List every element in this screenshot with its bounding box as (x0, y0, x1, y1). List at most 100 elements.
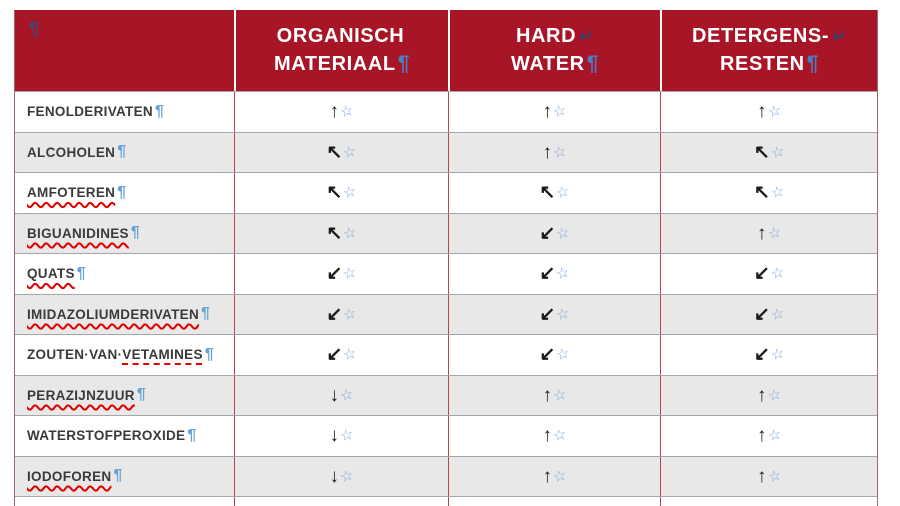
row-label-cell[interactable]: BIGUANIDINES ¶ (15, 214, 234, 254)
cell-organisch-materiaal[interactable]: ↖ ☆ (234, 173, 448, 213)
arrow-icon: ↖ (753, 141, 770, 163)
star-icon: ☆ (765, 425, 783, 446)
cell-organisch-materiaal[interactable]: ↓☆ (234, 497, 448, 506)
linebreak-icon: ↵ (579, 27, 595, 46)
row-label-cell[interactable]: FENOLDERIVATEN ¶ (15, 92, 234, 132)
row-label-cell[interactable]: AMFOTEREN ¶ (15, 173, 234, 213)
star-icon: ☆ (554, 263, 572, 284)
star-icon: ☆ (768, 263, 787, 284)
header-corner-cell[interactable]: ¶ (15, 10, 234, 91)
star-icon: ☆ (765, 466, 783, 487)
table-header-row: ¶ ORGANISCH MATERIAAL¶ HARD ↵ WATER¶ DETE… (15, 10, 877, 91)
table-body: FENOLDERIVATEN ¶ ↑ ☆ ↑ ☆ ↑ ☆ ALCOHOLEN ¶ ↖ ☆ ↑… (15, 91, 877, 506)
header-text: HARD (515, 25, 577, 47)
table-row-partial: ↓☆ ↑☆ ↑☆ (15, 496, 877, 506)
cell-hard-water[interactable]: ↑☆ (448, 92, 660, 132)
column-header-hard-water[interactable]: HARD ↵ WATER¶ (448, 10, 660, 91)
star-icon: ☆ (551, 385, 569, 406)
cell-organisch-materiaal[interactable]: ↖ ☆ (234, 132, 448, 172)
cell-hard-water[interactable]: ↙ ☆ (448, 335, 660, 375)
star-icon: ☆ (551, 101, 569, 122)
cell-detergens-resten[interactable]: ↑☆ (660, 497, 877, 506)
star-icon: ☆ (765, 101, 783, 122)
cell-organisch-materiaal[interactable]: ↓☆ (234, 375, 448, 415)
table-row-alcoholen: ALCOHOLEN ¶ ↖ ☆ ↑ ☆ ↖ ☆ (15, 131, 877, 173)
arrow-icon: ↙ (753, 344, 770, 366)
arrow-icon: ↖ (539, 182, 556, 204)
pilcrow-icon: ¶ (136, 386, 147, 404)
cell-hard-water[interactable]: ↑☆ (448, 497, 660, 506)
arrow-icon: ↓ (329, 425, 340, 447)
cell-detergens-resten[interactable]: ↖ ☆ (660, 173, 877, 213)
row-label-misspelled: BIGUANIDINES (27, 225, 129, 241)
star-icon: ☆ (338, 425, 356, 446)
cell-detergens-resten[interactable]: ↑☆ (660, 416, 877, 456)
cell-detergens-resten[interactable]: ↙ ☆ (660, 294, 877, 334)
column-header-organisch-materiaal[interactable]: ORGANISCH MATERIAAL¶ (234, 10, 448, 91)
pilcrow-icon: ¶ (29, 19, 41, 40)
cell-detergens-resten[interactable]: ↙ ☆ (660, 335, 877, 375)
arrow-icon: ↖ (326, 182, 343, 204)
cell-hard-water[interactable]: ↙ ☆ (448, 213, 660, 253)
pilcrow-icon: ¶ (204, 345, 214, 363)
column-header-detergens-resten[interactable]: DETERGENS- ↵ RESTEN¶ (660, 10, 877, 91)
arrow-icon: ↑ (757, 425, 767, 447)
arrow-icon: ↑ (542, 465, 553, 487)
cell-detergens-resten[interactable]: ↙ ☆ (660, 254, 877, 294)
cell-organisch-materiaal[interactable]: ↖ ☆ (234, 213, 448, 253)
cell-hard-water[interactable]: ↑☆ (448, 456, 660, 496)
cell-organisch-materiaal[interactable]: ↙ ☆ (234, 254, 448, 294)
row-label-misspelled: IODOFOREN (27, 468, 112, 484)
cell-detergens-resten[interactable]: ↑☆ (660, 213, 877, 253)
row-label-cell[interactable] (15, 497, 234, 506)
arrow-icon: ↑ (542, 425, 553, 447)
arrow-icon: ↙ (539, 303, 556, 325)
cell-detergens-resten[interactable]: ↑☆ (660, 375, 877, 415)
arrow-icon: ↙ (326, 263, 343, 285)
arrow-icon: ↓ (329, 465, 340, 487)
row-label-cell[interactable]: ALCOHOLEN ¶ (15, 133, 234, 173)
arrow-icon: ↑ (329, 101, 340, 123)
pilcrow-icon: ¶ (113, 467, 123, 485)
star-icon: ☆ (765, 385, 783, 406)
star-icon: ☆ (338, 385, 356, 406)
row-label-cell[interactable]: PERAZIJNZUUR ¶ (15, 376, 234, 416)
cell-organisch-materiaal[interactable]: ↓☆ (234, 456, 448, 496)
row-label-cell[interactable]: QUATS ¶ (15, 254, 234, 294)
cell-organisch-materiaal[interactable]: ↙ ☆ (234, 294, 448, 334)
star-icon: ☆ (341, 182, 359, 203)
star-icon: ☆ (554, 344, 572, 365)
cell-hard-water[interactable]: ↑☆ (448, 375, 660, 415)
star-icon: ☆ (341, 142, 359, 163)
cell-detergens-resten[interactable]: ↖ ☆ (660, 132, 877, 172)
star-icon: ☆ (765, 223, 783, 244)
row-label-misspelled: AMFOTEREN (27, 185, 116, 201)
pilcrow-icon: ¶ (117, 183, 127, 201)
pilcrow-icon: ¶ (76, 264, 86, 282)
row-label: ALCOHOLEN (27, 144, 116, 160)
table-row-perazijnzuur: PERAZIJNZUUR ¶ ↓ ☆ ↑ ☆ ↑ ☆ (15, 374, 877, 416)
cell-hard-water[interactable]: ↑☆ (448, 416, 660, 456)
row-label-cell[interactable]: IODOFOREN ¶ (15, 457, 234, 497)
cell-detergens-resten[interactable]: ↑☆ (660, 456, 877, 496)
cell-detergens-resten[interactable]: ↑☆ (660, 92, 877, 132)
cell-organisch-materiaal[interactable]: ↑ ☆ (234, 92, 448, 132)
star-icon: ☆ (554, 304, 572, 325)
header-text: ORGANISCH (276, 25, 405, 47)
row-label: ZOUTEN·VAN· (27, 347, 123, 363)
row-label-cell[interactable]: ZOUTEN·VAN· VETAMINES ¶ (15, 335, 234, 375)
cell-organisch-materiaal[interactable]: ↓☆ (234, 416, 448, 456)
cell-hard-water[interactable]: ↖ ☆ (448, 173, 660, 213)
row-label-cell[interactable]: WATERSTOFPEROXIDE ¶ (15, 416, 234, 456)
disinfectants-table: ¶ ORGANISCH MATERIAAL¶ HARD ↵ WATER¶ DETE… (14, 10, 878, 506)
cell-organisch-materiaal[interactable]: ↙ ☆ (234, 335, 448, 375)
star-icon: ☆ (338, 101, 356, 122)
arrow-icon: ↙ (539, 222, 556, 244)
cell-hard-water[interactable]: ↙ ☆ (448, 254, 660, 294)
table-row-imidazoliumderivaten: IMIDAZOLIUMDERIVATEN ¶ ↙ ☆ ↙ ☆ ↙ ☆ (15, 293, 877, 335)
cell-hard-water[interactable]: ↑☆ (448, 132, 660, 172)
row-label-cell[interactable]: IMIDAZOLIUMDERIVATEN ¶ (15, 295, 234, 335)
cell-hard-water[interactable]: ↙ ☆ (448, 294, 660, 334)
star-icon: ☆ (338, 466, 356, 487)
